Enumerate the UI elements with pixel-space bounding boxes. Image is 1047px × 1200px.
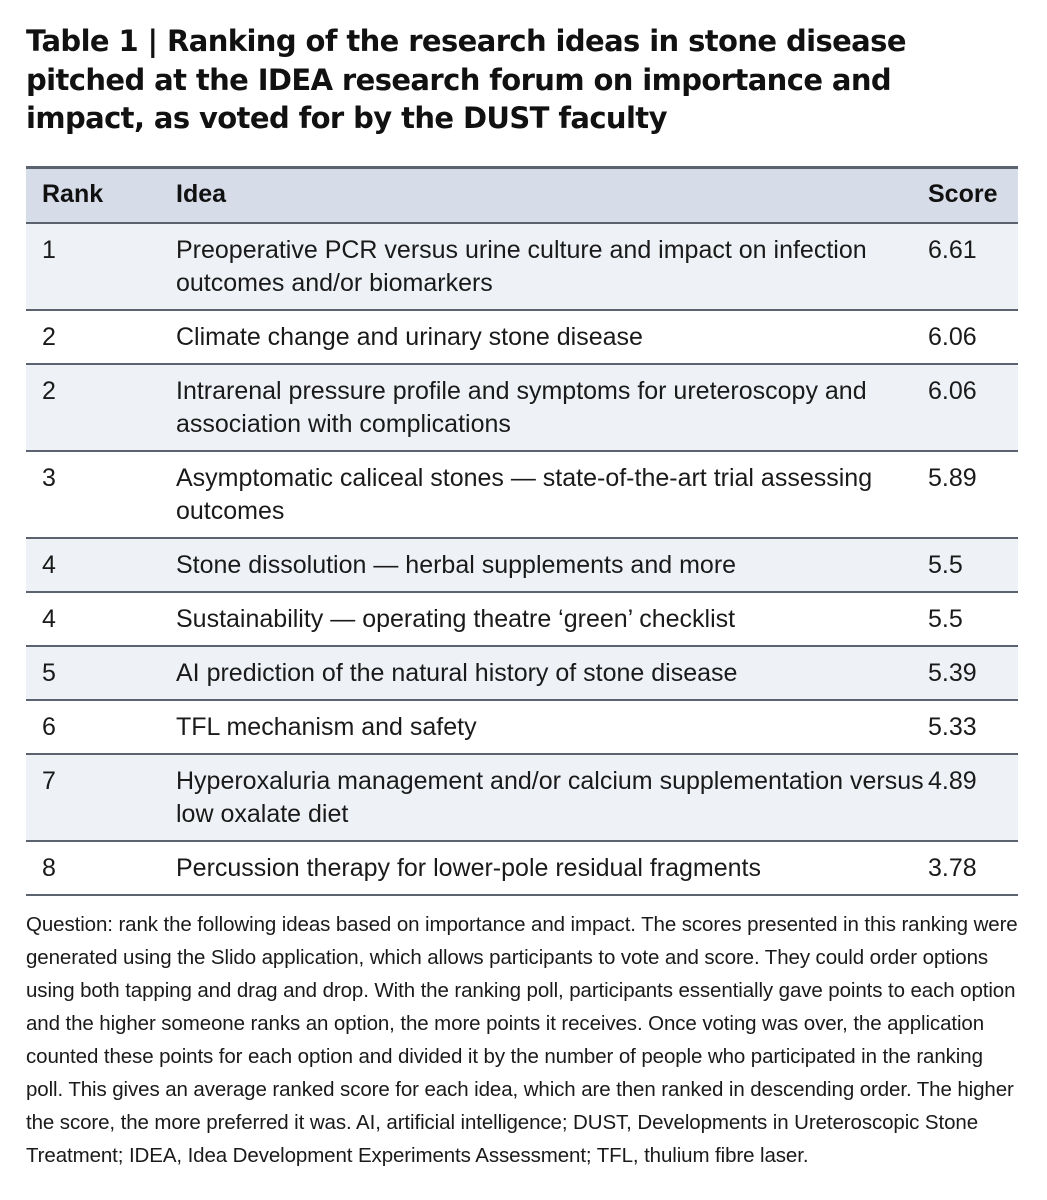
table-figure: Table 1 | Ranking of the research ideas … xyxy=(26,22,1018,1192)
idea-cell: Intrarenal pressure profile and symptoms… xyxy=(176,363,928,452)
table-row: 6 TFL mechanism and safety 5.33 xyxy=(26,699,1018,755)
table-row: 5 AI prediction of the natural history o… xyxy=(26,645,1018,701)
rank-cell: 8 xyxy=(26,840,176,896)
rank-cell: 1 xyxy=(26,222,176,311)
rank-cell: 2 xyxy=(26,363,176,452)
rank-cell: 5 xyxy=(26,645,176,701)
rank-cell: 3 xyxy=(26,450,176,539)
table-row: 2 Climate change and urinary stone disea… xyxy=(26,309,1018,365)
idea-cell: Percussion therapy for lower-pole residu… xyxy=(176,840,928,896)
rank-cell: 2 xyxy=(26,309,176,365)
header-score: Score xyxy=(928,165,1018,224)
idea-cell: Sustainability — operating theatre ‘gree… xyxy=(176,591,928,647)
table-title: Table 1 | Ranking of the research ideas … xyxy=(26,24,906,135)
rank-cell: 6 xyxy=(26,699,176,755)
score-cell: 6.06 xyxy=(928,363,1018,452)
rank-cell: 4 xyxy=(26,537,176,593)
idea-cell: Asymptomatic caliceal stones — state-of-… xyxy=(176,450,928,539)
table-footnote: Question: rank the following ideas based… xyxy=(26,912,1018,1167)
ranking-table: Rank Idea Score 1 Preoperative PCR versu… xyxy=(26,165,1018,896)
idea-cell: AI prediction of the natural history of … xyxy=(176,645,928,701)
score-cell: 5.5 xyxy=(928,537,1018,593)
idea-cell: Stone dissolution — herbal supplements a… xyxy=(176,537,928,593)
rank-cell: 7 xyxy=(26,753,176,842)
score-cell: 4.89 xyxy=(928,753,1018,842)
table-row: 7 Hyperoxaluria management and/or calciu… xyxy=(26,753,1018,842)
table-row: 3 Asymptomatic caliceal stones — state-o… xyxy=(26,450,1018,539)
idea-cell: Preoperative PCR versus urine culture an… xyxy=(176,222,928,311)
table-body: 1 Preoperative PCR versus urine culture … xyxy=(26,222,1018,896)
table-row: 4 Sustainability — operating theatre ‘gr… xyxy=(26,591,1018,647)
header-row: Rank Idea Score xyxy=(26,165,1018,224)
score-cell: 5.39 xyxy=(928,645,1018,701)
score-cell: 6.61 xyxy=(928,222,1018,311)
score-cell: 6.06 xyxy=(928,309,1018,365)
header-rank: Rank xyxy=(26,165,176,224)
rank-cell: 4 xyxy=(26,591,176,647)
idea-cell: Climate change and urinary stone disease xyxy=(176,309,928,365)
score-cell: 5.33 xyxy=(928,699,1018,755)
table-row: 1 Preoperative PCR versus urine culture … xyxy=(26,222,1018,311)
score-cell: 5.5 xyxy=(928,591,1018,647)
idea-cell: TFL mechanism and safety xyxy=(176,699,928,755)
idea-cell: Hyperoxaluria management and/or calcium … xyxy=(176,753,928,842)
table-row: 2 Intrarenal pressure profile and sympto… xyxy=(26,363,1018,452)
table-header: Rank Idea Score xyxy=(26,165,1018,224)
score-cell: 3.78 xyxy=(928,840,1018,896)
table-row: 8 Percussion therapy for lower-pole resi… xyxy=(26,840,1018,896)
header-idea: Idea xyxy=(176,165,928,224)
table-row: 4 Stone dissolution — herbal supplements… xyxy=(26,537,1018,593)
score-cell: 5.89 xyxy=(928,450,1018,539)
